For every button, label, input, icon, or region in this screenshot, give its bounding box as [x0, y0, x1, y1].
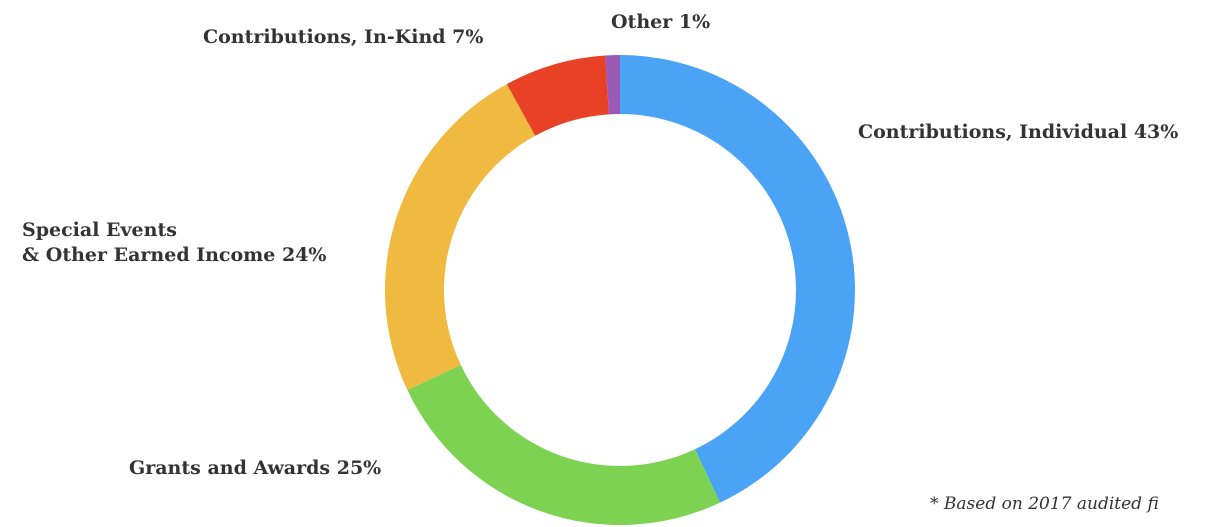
- slice-label-line: Special Events: [22, 219, 177, 241]
- slice-label-grants-and-awards: Grants and Awards 25%: [129, 456, 381, 481]
- donut-slice-3: [506, 55, 609, 136]
- slice-label-contributions-in-kind: Contributions, In-Kind 7%: [203, 25, 483, 50]
- slice-label-line: Contributions, In-Kind 7%: [203, 26, 484, 48]
- donut-slice-1: [407, 364, 721, 525]
- donut-slice-2: [385, 84, 536, 391]
- footnote: * Based on 2017 audited fi: [930, 494, 1159, 514]
- slice-label-line: Grants and Awards 25%: [129, 457, 382, 479]
- slice-label-special-events: Special Events & Other Earned Income 24%: [22, 218, 326, 268]
- slice-label-contributions-individual: Contributions, Individual 43%: [858, 120, 1178, 145]
- slice-label-line: Contributions, Individual 43%: [858, 121, 1179, 143]
- donut-slice-0: [620, 55, 855, 503]
- slice-label-line: & Other Earned Income 24%: [22, 244, 327, 266]
- donut-slice-4: [605, 55, 620, 115]
- slice-label-line: Other 1%: [611, 11, 711, 33]
- slice-label-other: Other 1%: [611, 10, 710, 35]
